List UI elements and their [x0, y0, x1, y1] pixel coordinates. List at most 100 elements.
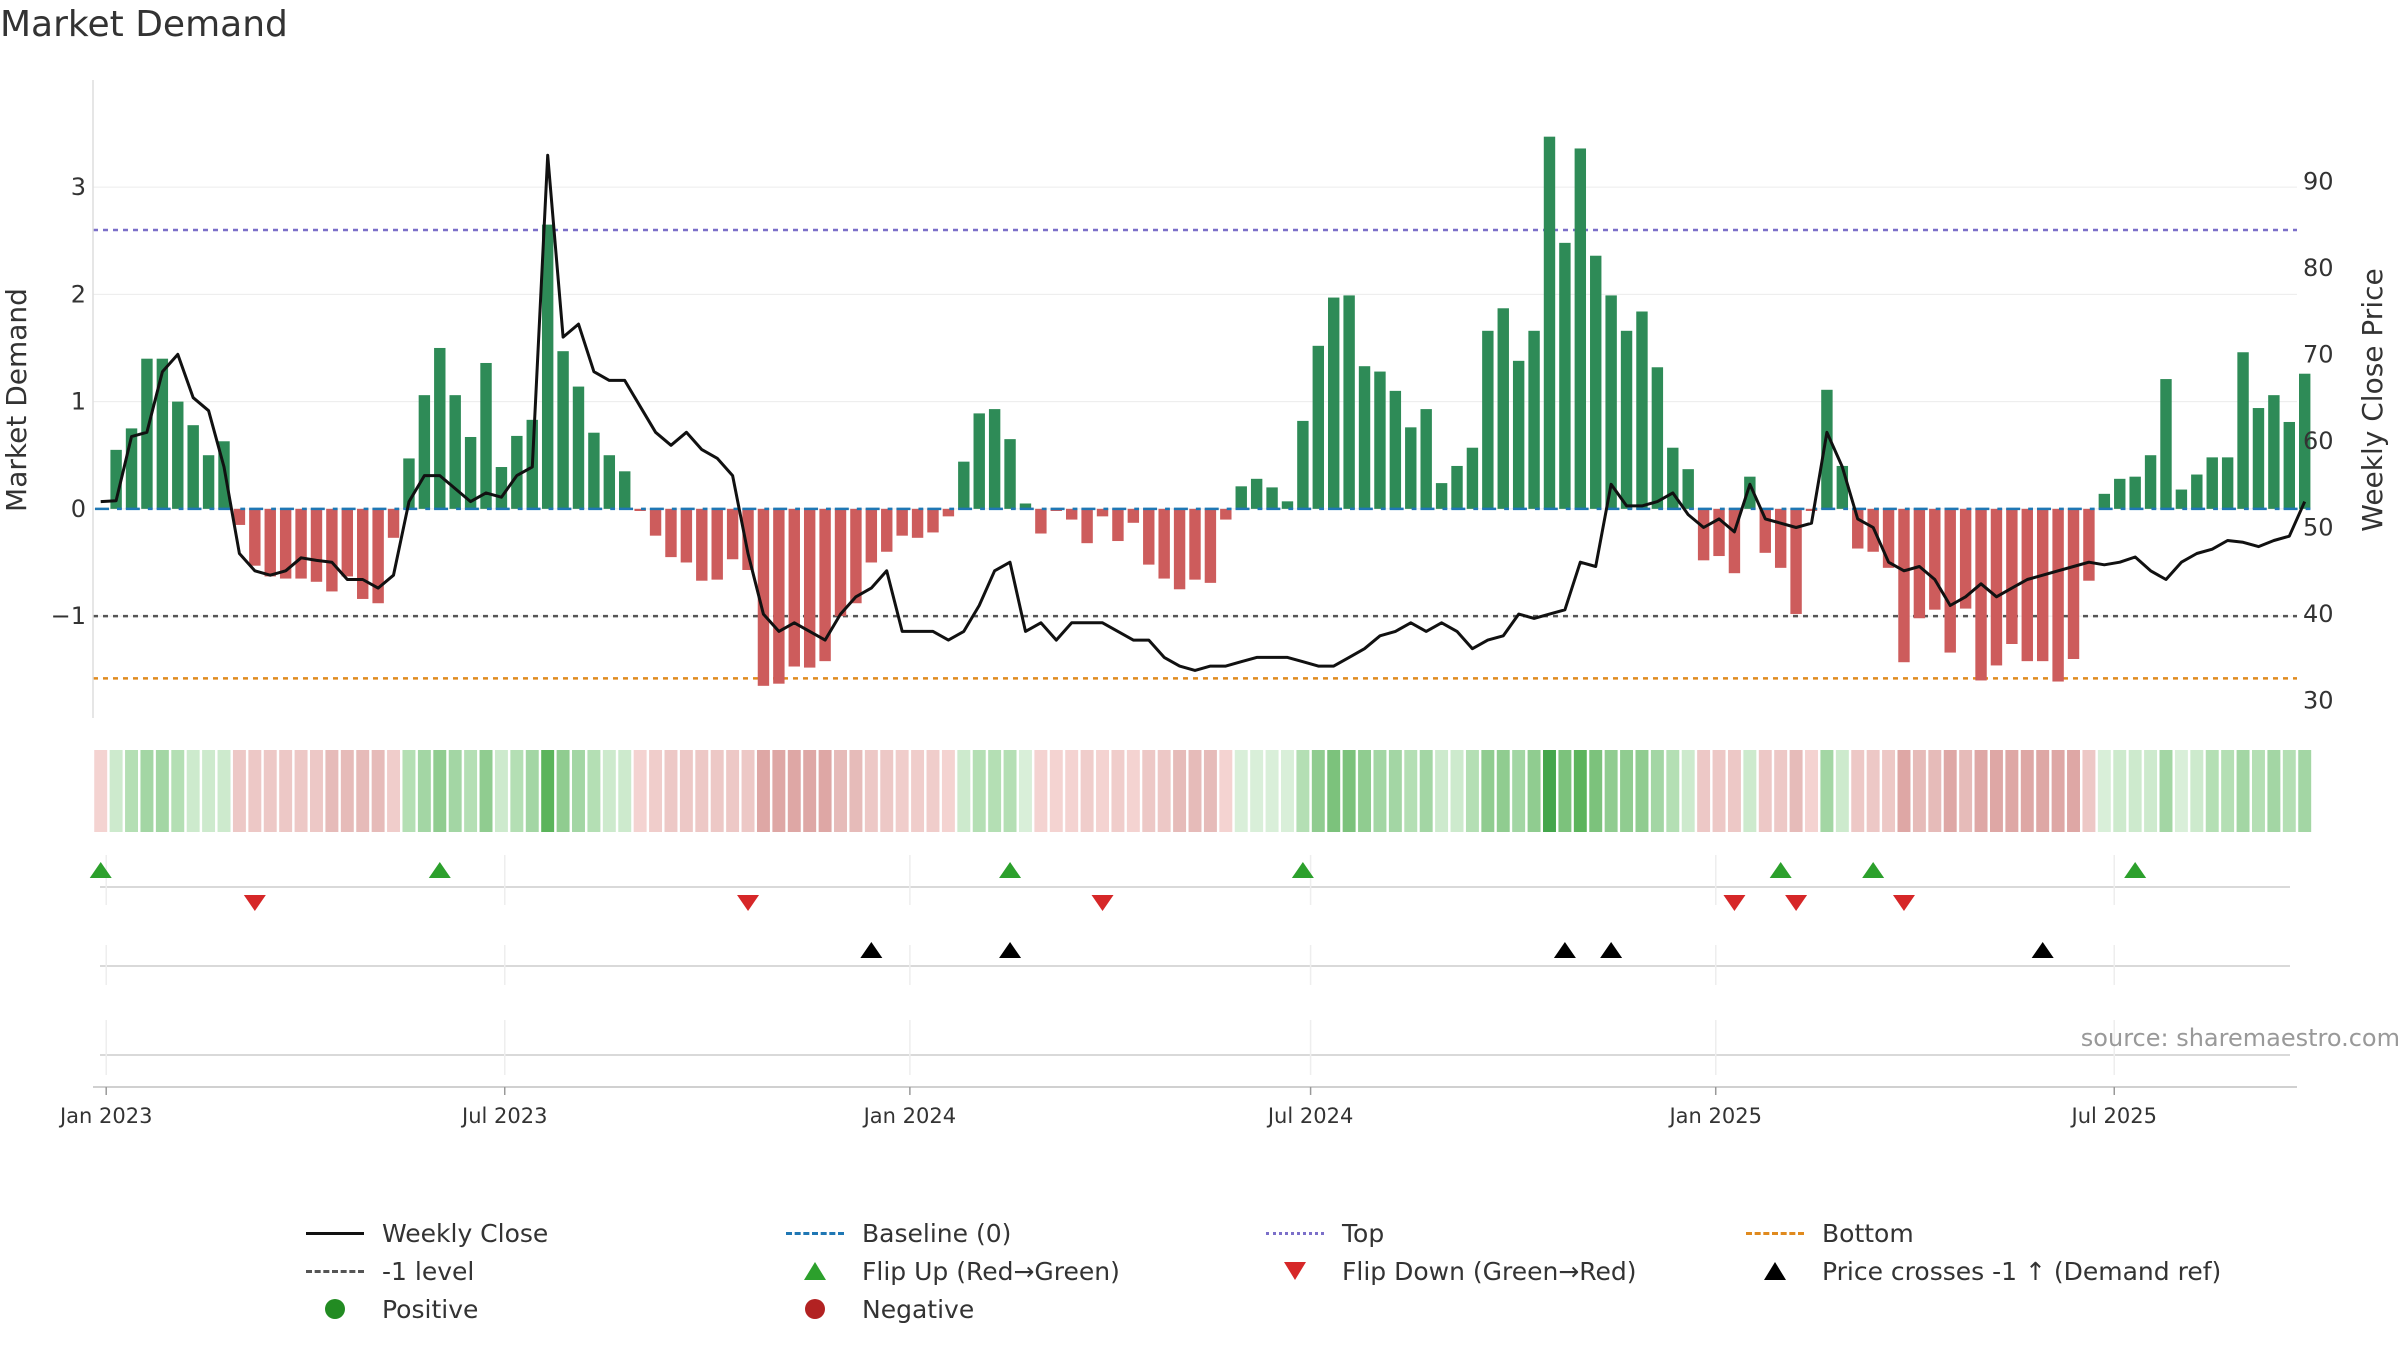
legend-baseline: Baseline (0)	[780, 1218, 1011, 1248]
demand-bar	[1559, 242, 1571, 509]
demand-bar	[1143, 508, 1155, 565]
page-title: Market Demand	[0, 4, 288, 45]
demand-bar	[1112, 508, 1124, 542]
demand-bar	[1173, 508, 1186, 590]
heat-cell	[325, 750, 339, 832]
demand-bar	[1451, 465, 1463, 509]
heat-cell	[1604, 750, 1618, 832]
heat-cell	[294, 750, 308, 832]
price-cross-marker	[2031, 942, 2054, 958]
triangle-down-icon	[1260, 1256, 1330, 1286]
heat-cell	[1558, 750, 1572, 832]
heat-cell	[464, 750, 478, 832]
demand-bar	[819, 508, 831, 662]
legend-bottom: Bottom	[1740, 1218, 1914, 1248]
y2-tick-label: 40	[2303, 600, 2334, 628]
demand-bar	[1959, 508, 1972, 609]
legend-label: Positive	[382, 1294, 479, 1324]
heat-cell	[387, 750, 401, 832]
x-tick-label: Jul 2025	[2070, 1104, 2157, 1128]
heat-cell	[2205, 750, 2219, 832]
heat-cell	[972, 750, 986, 832]
demand-bar	[495, 467, 508, 509]
x-tick-label: Jul 2024	[1266, 1104, 1353, 1128]
demand-bar	[2052, 508, 2064, 682]
heat-cell	[849, 750, 863, 832]
demand-bar	[1882, 508, 1895, 568]
legend-positive: Positive	[300, 1294, 478, 1324]
heat-cell	[1003, 750, 1017, 832]
flip-down-marker	[737, 895, 760, 911]
y2-tick-label: 70	[2303, 340, 2334, 368]
heat-cell	[1126, 750, 1140, 832]
demand-bar	[372, 508, 384, 604]
y-tick-label: 0	[71, 495, 86, 523]
heat-cell	[1311, 750, 1325, 832]
heat-cell	[94, 750, 108, 832]
heat-cell	[541, 750, 555, 832]
demand-bar	[2252, 408, 2265, 509]
heat-cell	[2221, 750, 2235, 832]
demand-bar	[1497, 308, 1509, 509]
flip-up-marker	[428, 862, 451, 878]
heat-cell	[1111, 750, 1125, 832]
dotted-line-key-icon	[300, 1256, 370, 1286]
heat-cell	[1173, 750, 1187, 832]
legend-flip-down: Flip Down (Green→Red)	[1260, 1256, 1637, 1286]
demand-bar	[1975, 508, 1987, 681]
heat-cell	[1096, 750, 1109, 832]
x-tick-label: Jan 2025	[1667, 1104, 1762, 1128]
heat-cell	[2159, 750, 2173, 832]
heat-cell	[618, 750, 632, 832]
demand-bar	[711, 508, 723, 580]
heat-cell	[525, 750, 539, 832]
demand-bar	[2036, 508, 2049, 662]
demand-bar	[2098, 493, 2111, 509]
heat-cell	[1481, 750, 1495, 832]
heat-cell	[186, 750, 200, 832]
heat-cell	[2128, 750, 2142, 832]
demand-bar	[202, 455, 215, 509]
demand-bar	[1328, 297, 1340, 509]
heat-cell	[2005, 750, 2019, 832]
heat-cell	[1882, 750, 1896, 832]
demand-bar	[1220, 508, 1232, 520]
demand-bar	[264, 508, 276, 577]
demand-bar	[788, 508, 800, 667]
legend-label: Negative	[862, 1294, 975, 1324]
demand-bar	[187, 425, 199, 509]
heat-cell	[1281, 750, 1294, 832]
demand-bar	[387, 508, 400, 538]
source-credit: source: sharemaestro.com	[2080, 1024, 2400, 1052]
heat-cell	[695, 750, 709, 832]
demand-bar	[1389, 390, 1402, 509]
heat-cell	[1589, 750, 1603, 832]
price-cross-marker	[1600, 942, 1623, 958]
legend-label: Top	[1342, 1218, 1385, 1248]
heat-cell	[1342, 750, 1356, 832]
demand-bar	[726, 508, 739, 560]
heat-cell	[633, 750, 647, 832]
demand-bar	[172, 401, 184, 509]
demand-bar	[434, 347, 446, 509]
heat-cell	[1712, 750, 1726, 832]
legend-flip-up: Flip Up (Red→Green)	[780, 1256, 1120, 1286]
heat-cell	[340, 750, 354, 832]
legend-level: -1 level	[300, 1256, 474, 1286]
demand-bar	[911, 508, 924, 538]
price-cross-marker	[1553, 942, 1576, 958]
heat-cell	[1034, 750, 1048, 832]
circle-icon	[300, 1294, 370, 1324]
demand-bar	[2144, 455, 2157, 509]
demand-bar	[1590, 255, 1602, 509]
y2-tick-label: 50	[2303, 514, 2334, 542]
y-tick-label: 1	[71, 388, 86, 416]
demand-bar	[418, 395, 431, 509]
demand-bar	[449, 395, 461, 509]
heat-cell	[1835, 750, 1849, 832]
demand-bar	[865, 508, 878, 563]
heat-cell	[1635, 750, 1649, 832]
demand-bar	[2237, 352, 2249, 509]
heat-cell	[2082, 750, 2096, 832]
legend-label: Flip Up (Red→Green)	[862, 1256, 1120, 1286]
